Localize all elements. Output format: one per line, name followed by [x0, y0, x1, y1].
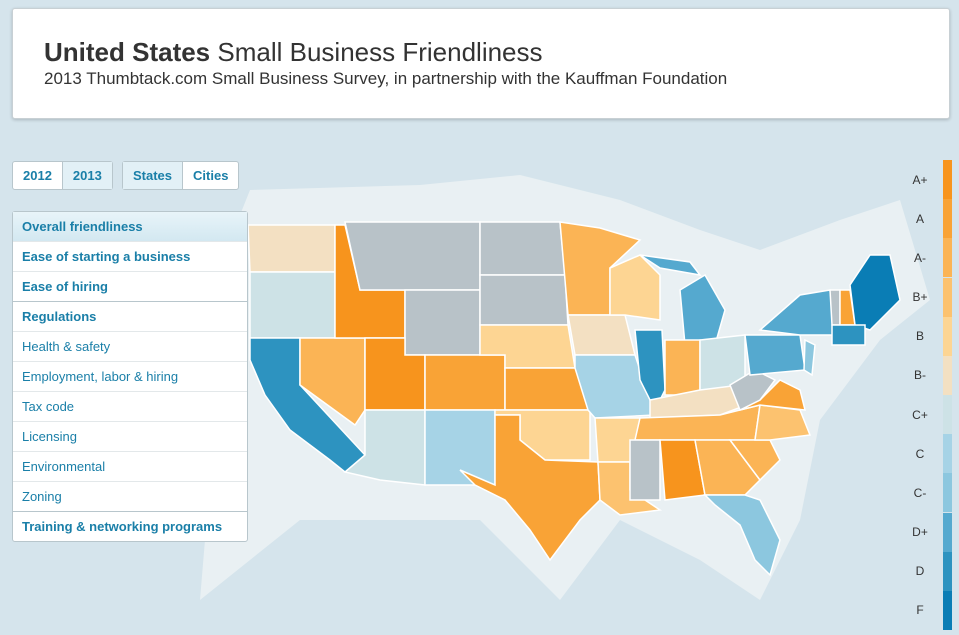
legend-swatch — [943, 238, 952, 278]
menu-item[interactable]: Training & networking programs — [13, 511, 247, 541]
year-button[interactable]: 2013 — [62, 162, 112, 189]
legend-swatch — [943, 590, 952, 630]
menu-item[interactable]: Employment, labor & hiring — [13, 361, 247, 391]
category-menu: Overall friendliness Ease of starting a … — [12, 211, 248, 542]
legend-label: C- — [913, 485, 927, 500]
legend-swatch — [943, 355, 952, 395]
legend-swatch — [943, 199, 952, 239]
legend-label: D — [915, 564, 925, 579]
year-toggle: 2012 2013 — [12, 161, 113, 190]
legend-label: A- — [914, 250, 926, 265]
view-button[interactable]: States — [123, 162, 184, 189]
menu-item[interactable]: Environmental — [13, 451, 247, 481]
menu-item[interactable]: Ease of starting a business — [13, 241, 247, 271]
menu-item[interactable]: Licensing — [13, 421, 247, 451]
title-bold: United States — [44, 37, 211, 67]
menu-item[interactable]: Health & safety — [13, 331, 247, 361]
title: United States Small Business Friendlines… — [44, 37, 543, 68]
year-button[interactable]: 2012 — [13, 162, 63, 189]
legend-label: F — [916, 603, 924, 618]
legend-swatch — [943, 473, 952, 513]
menu-item[interactable]: Overall friendliness — [13, 212, 247, 241]
legend-label: A — [915, 211, 924, 226]
legend-swatch — [943, 551, 952, 591]
legend-swatch — [943, 160, 952, 200]
menu-item[interactable]: Zoning — [13, 481, 247, 511]
legend-label: B — [915, 329, 924, 344]
view-toggle: States Cities — [122, 161, 240, 190]
legend-label: D+ — [912, 525, 928, 540]
legend-swatch — [943, 316, 952, 356]
legend-label: C — [915, 446, 925, 461]
legend-label: A+ — [912, 172, 928, 187]
legend-swatch — [943, 434, 952, 474]
title-rest: Small Business Friendliness — [217, 37, 543, 67]
subtitle: 2013 Thumbtack.com Small Business Survey… — [44, 69, 728, 88]
legend-label: B+ — [912, 290, 928, 305]
view-button[interactable]: Cities — [193, 168, 229, 183]
legend-label: B- — [914, 368, 926, 383]
legend: A+ A A- B+ B B- C+ C C- D+ D F — [905, 160, 955, 630]
header: United States Small Business Friendlines… — [12, 8, 950, 119]
legend-label: C+ — [912, 407, 928, 422]
legend-swatch — [943, 512, 952, 552]
legend-swatch — [943, 395, 952, 435]
menu-item[interactable]: Regulations — [13, 301, 247, 331]
menu-item[interactable]: Tax code — [13, 391, 247, 421]
legend-swatch — [943, 277, 952, 317]
menu-item[interactable]: Ease of hiring — [13, 271, 247, 301]
